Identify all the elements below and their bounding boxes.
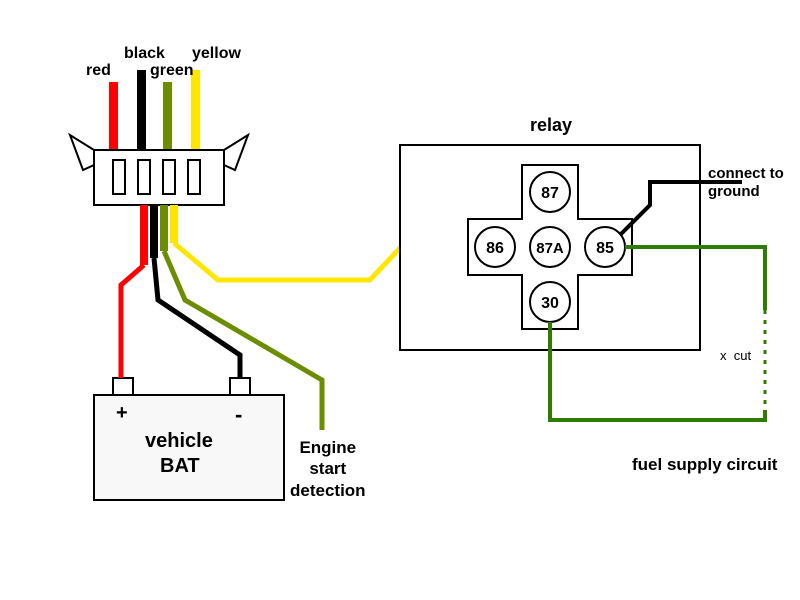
wire-black-below [150, 205, 158, 258]
wire-green-below [160, 205, 168, 251]
wire-red-below [140, 205, 148, 265]
connect-ground-label: connect to ground [708, 165, 784, 201]
relay-title: relay [530, 115, 572, 136]
label-red: red [86, 62, 111, 80]
relay-pin-86-label: 86 [486, 240, 504, 257]
wire-red-to-bat [121, 265, 144, 378]
wire-black-to-bat [154, 258, 240, 378]
battery-term-pos [113, 378, 133, 395]
wire-red-top [109, 82, 118, 150]
connector-slot [113, 160, 125, 194]
label-yellow: yellow [192, 45, 241, 63]
relay-pin-87-label: 87 [541, 185, 559, 202]
relay-pin-30-label: 30 [541, 295, 559, 312]
battery-minus: - [235, 402, 242, 428]
relay-pin-87a-label: 87A [536, 240, 564, 257]
battery-plus: + [116, 402, 128, 425]
connector-slot [138, 160, 150, 194]
connector-ear-right [224, 135, 248, 170]
cut-label: x cut [720, 348, 751, 363]
label-green: green [150, 62, 194, 80]
wire-yellow-top [191, 70, 200, 150]
connector-slot [188, 160, 200, 194]
battery-term-neg [230, 378, 250, 395]
fuel-supply-label: fuel supply circuit [632, 455, 777, 475]
wire-green-top [163, 82, 172, 150]
engine-start-label: Engine start detection [290, 437, 366, 501]
wire-yellow-below [170, 205, 178, 243]
wire-black-top [137, 70, 146, 150]
relay-pin-85-label: 85 [596, 240, 614, 257]
label-black: black [124, 45, 165, 63]
connector-ear-left [70, 135, 94, 170]
connector-slot [163, 160, 175, 194]
battery-label2: BAT [160, 455, 200, 478]
battery-label1: vehicle [145, 430, 213, 453]
